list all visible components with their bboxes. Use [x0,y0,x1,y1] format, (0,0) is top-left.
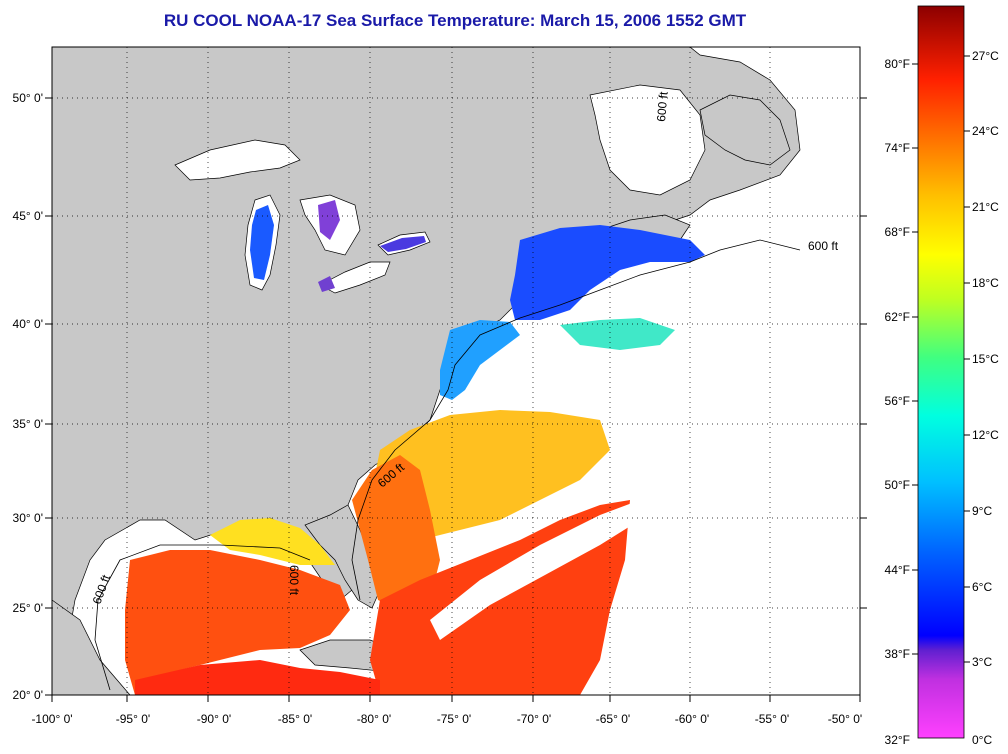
sst-lake-erie [318,276,335,292]
cb-c-12: 12°C [972,428,999,442]
lat-label-20n: 20° 0' [13,688,43,702]
cb-f-80: 80°F [885,57,910,71]
axis-ticks [45,97,867,702]
sst-lake-huron [318,200,340,240]
cb-c-27: 27°C [972,49,999,63]
sst-mid-atlantic [440,320,520,400]
land-yucatan [52,599,131,695]
lake-erie [319,261,391,294]
cloud-gap [430,500,640,640]
sst-gulf-of-mexico-north [210,518,335,565]
lon-label-85w: -85° 0' [278,712,312,726]
sst-gulf-stream-north [372,410,610,545]
lake-superior [174,139,301,181]
lat-label-25n: 25° 0' [13,601,43,615]
cb-f-74: 74°F [885,141,910,155]
lon-label-70w: -70° 0' [517,712,551,726]
isobath-600ft [94,239,801,691]
map-title: RU COOL NOAA-17 Sea Surface Temperature:… [163,11,747,30]
isobath-label-nova-scotia: 600 ft [808,239,839,253]
lat-label-50n: 50° 0' [13,91,43,105]
lat-label-35n: 35° 0' [13,417,43,431]
cb-c-6: 6°C [972,580,992,594]
sst-lake-michigan [250,205,274,280]
cb-c-18: 18°C [972,276,999,290]
lon-label-95w: -95° 0' [116,712,150,726]
cb-c-21: 21°C [972,200,999,214]
cb-f-62: 62°F [885,310,910,324]
sst-gulf-of-mexico [125,550,350,695]
lon-label-75w: -75° 0' [437,712,471,726]
cb-c-24: 24°C [972,124,999,138]
sst-slope-cyan [560,318,675,350]
cb-f-38: 38°F [885,647,910,661]
lon-label-65w: -65° 0' [596,712,630,726]
cb-f-68: 68°F [885,225,910,239]
lon-label-80w: -80° 0' [357,712,391,726]
lat-label-45n: 45° 0' [13,209,43,223]
cb-f-56: 56°F [885,394,910,408]
cb-c-9: 9°C [972,504,992,518]
cb-f-50: 50°F [885,478,910,492]
lon-label-100w: -100° 0' [31,712,72,726]
graticule [52,47,860,695]
cb-f-44: 44°F [885,563,910,577]
lon-label-90w: -90° 0' [197,712,231,726]
cb-c-3: 3°C [972,655,992,669]
sst-lake-ontario [380,236,426,252]
lon-label-60w: -60° 0' [675,712,709,726]
sst-gulf-of-maine [510,225,705,320]
sst-gulf-stream-core [352,455,440,610]
cb-c-0: 0°C [972,733,992,747]
lat-label-40n: 40° 0' [13,317,43,331]
lon-label-50w: -50° 0' [828,712,862,726]
colorbar-ticks [912,55,970,663]
land-newfoundland [699,94,791,166]
colorbar [917,5,965,739]
sst-caribbean [135,660,380,695]
lon-label-55w: -55° 0' [755,712,789,726]
cb-f-32: 32°F [885,733,910,747]
gulf-st-lawrence [589,84,706,196]
cb-c-15: 15°C [972,352,999,366]
isobath-label-florida: 600 ft [287,565,301,596]
isobath-label-north: 600 ft [654,90,671,122]
plot-border [51,46,861,696]
lat-label-30n: 30° 0' [13,511,43,525]
